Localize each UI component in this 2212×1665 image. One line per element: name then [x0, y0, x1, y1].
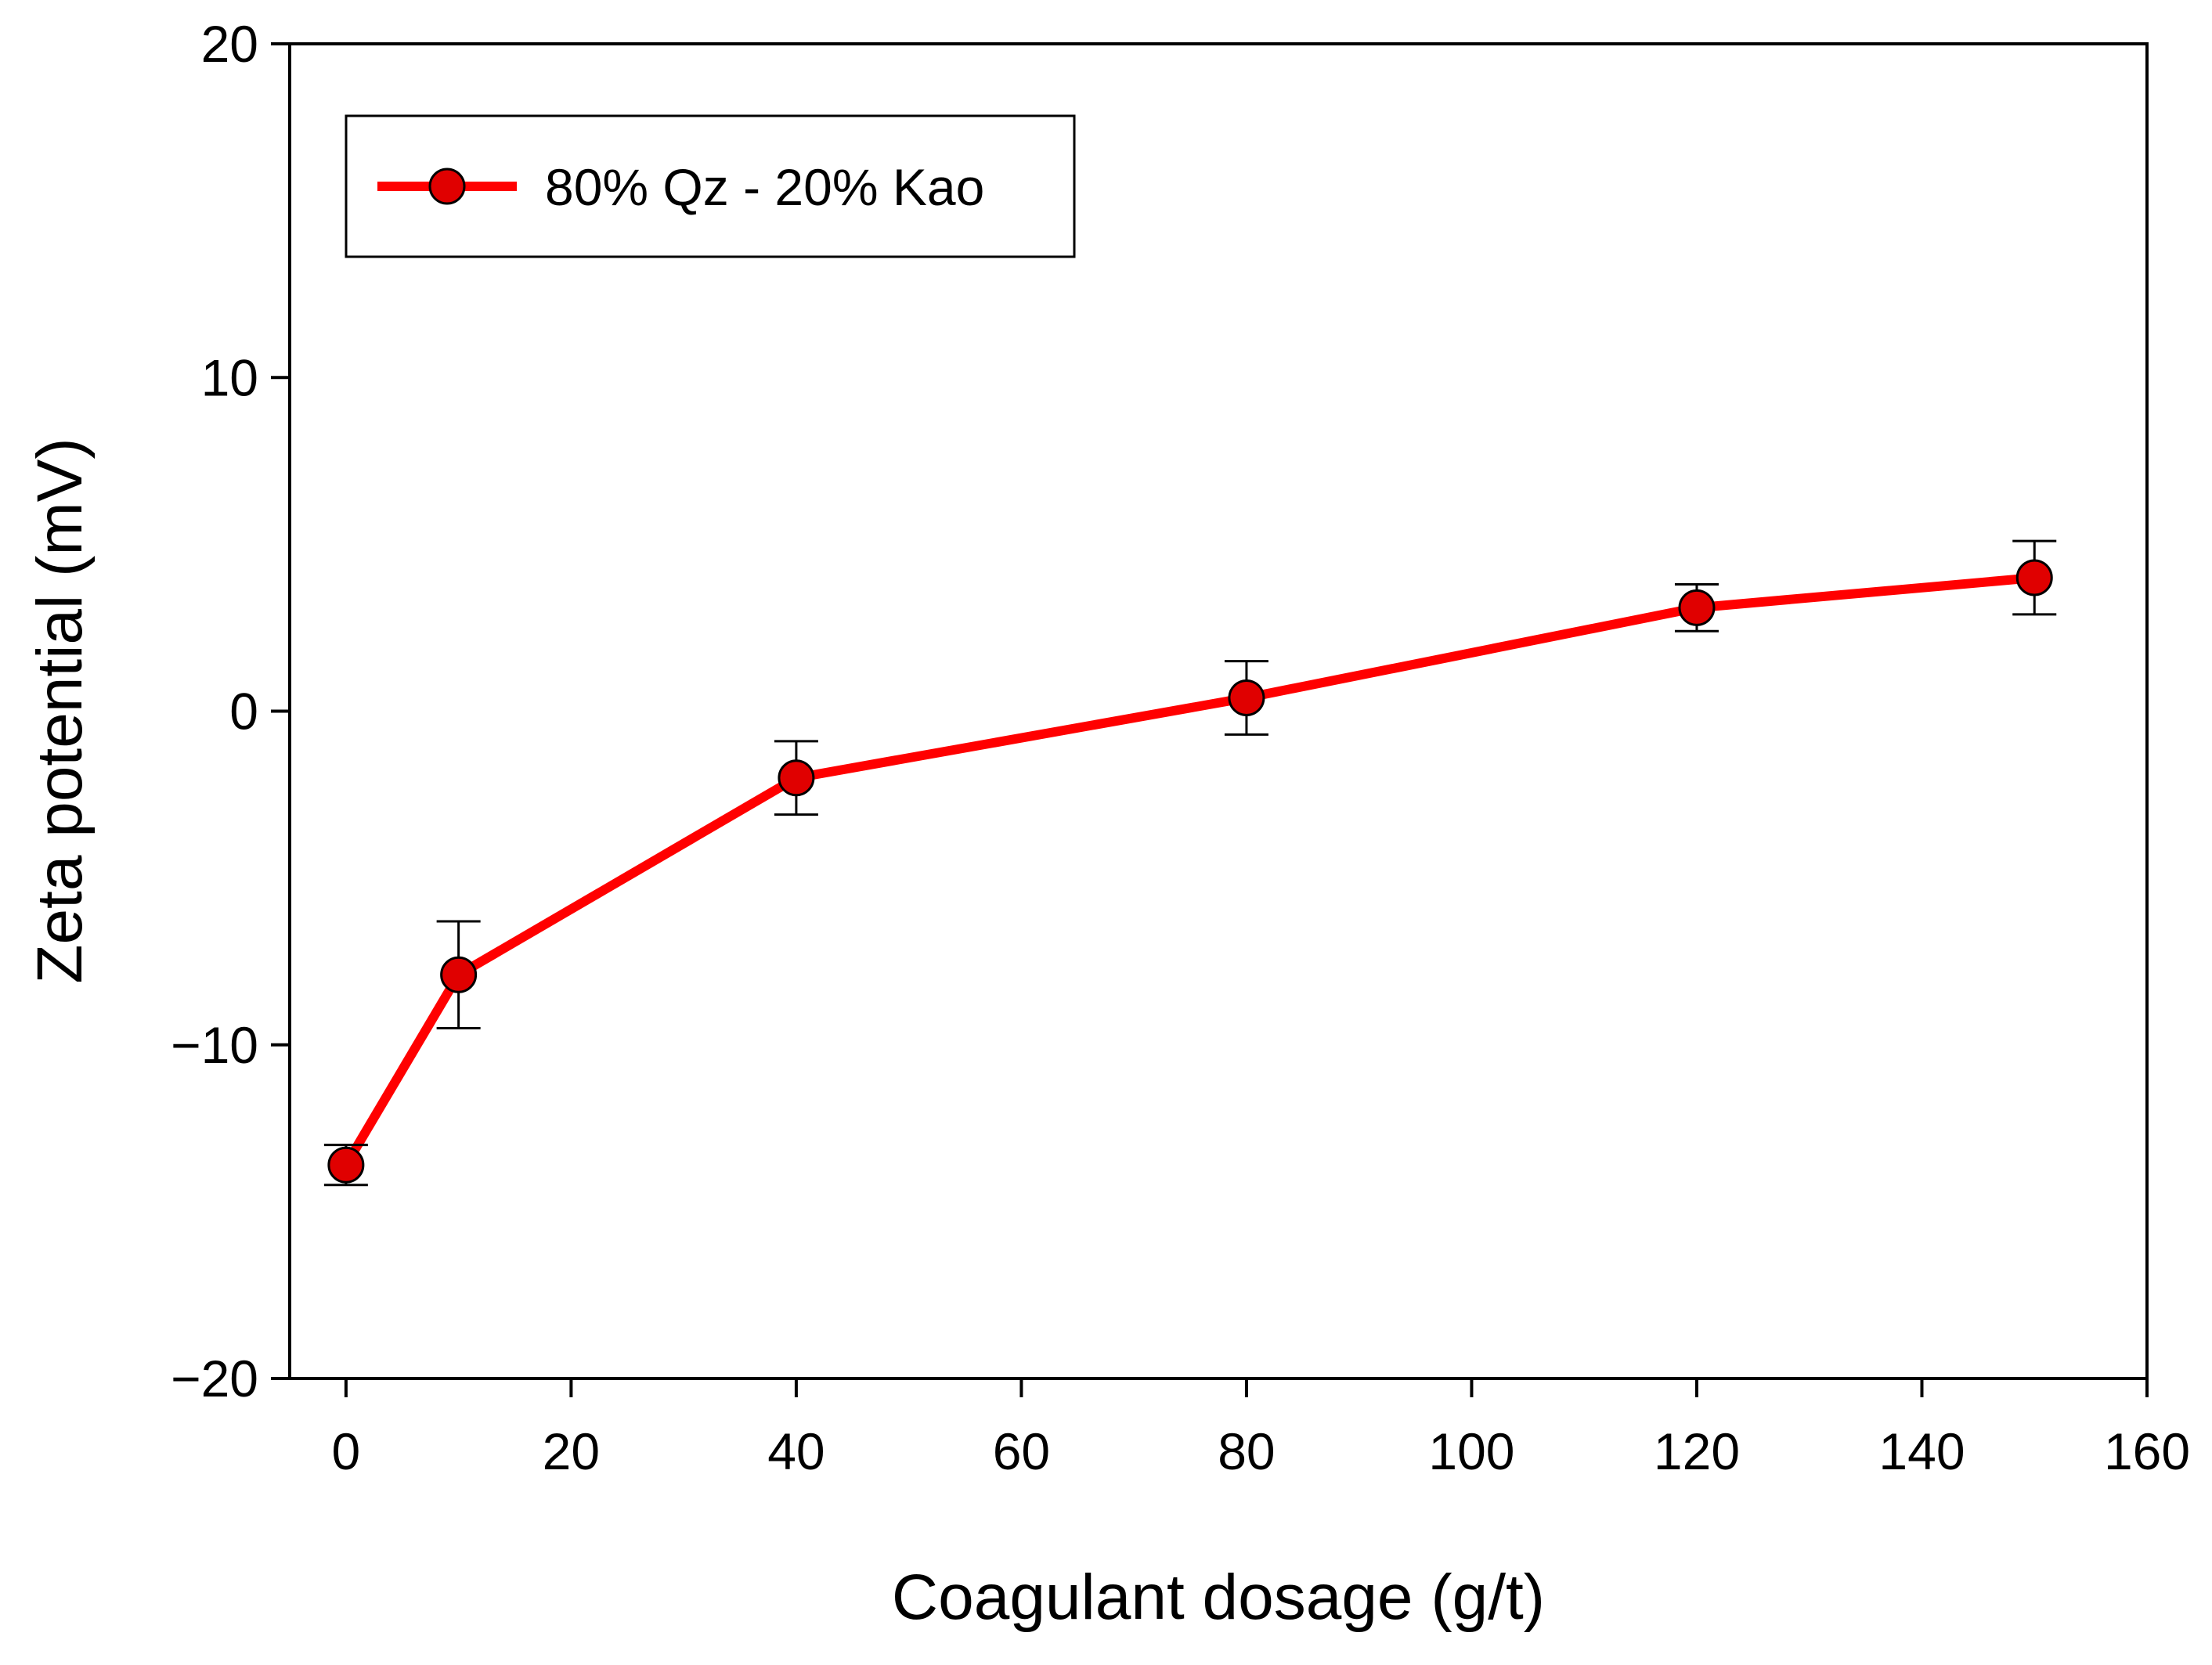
y-tick-label: −20 — [171, 1350, 258, 1407]
x-tick-label: 20 — [543, 1422, 600, 1480]
data-point — [440, 956, 478, 993]
x-tick-label: 0 — [332, 1422, 361, 1480]
data-point — [778, 759, 815, 797]
data-point — [1228, 679, 1265, 716]
x-tick-label: 160 — [2104, 1422, 2190, 1480]
y-tick-label: −10 — [171, 1016, 258, 1074]
x-tick-label: 60 — [993, 1422, 1050, 1480]
data-point — [327, 1146, 365, 1184]
y-tick-label: 0 — [229, 683, 258, 741]
legend: 80% Qz - 20% Kao — [345, 114, 1076, 258]
x-tick-label: 140 — [1878, 1422, 1965, 1480]
y-axis-title: Zeta potential (mV) — [24, 438, 96, 983]
x-tick-label: 120 — [1654, 1422, 1740, 1480]
x-tick-label: 80 — [1218, 1422, 1275, 1480]
legend-marker — [428, 168, 466, 205]
series-layer — [323, 539, 2057, 1187]
x-axis-title: Coagulant dosage (g/t) — [892, 1562, 1545, 1633]
y-axis-ticks: −20 −10 0 10 20 — [171, 15, 290, 1407]
legend-label: 80% Qz - 20% Kao — [545, 158, 984, 216]
data-point — [2015, 559, 2053, 596]
y-tick-label: 10 — [201, 348, 258, 406]
x-tick-label: 40 — [767, 1422, 825, 1480]
data-point — [1678, 589, 1716, 626]
series-line — [341, 573, 2040, 1170]
x-axis-ticks: 0 20 40 60 80 100 120 140 160 — [332, 1378, 2190, 1480]
y-tick-label: 20 — [201, 15, 258, 73]
x-tick-label: 100 — [1428, 1422, 1514, 1480]
